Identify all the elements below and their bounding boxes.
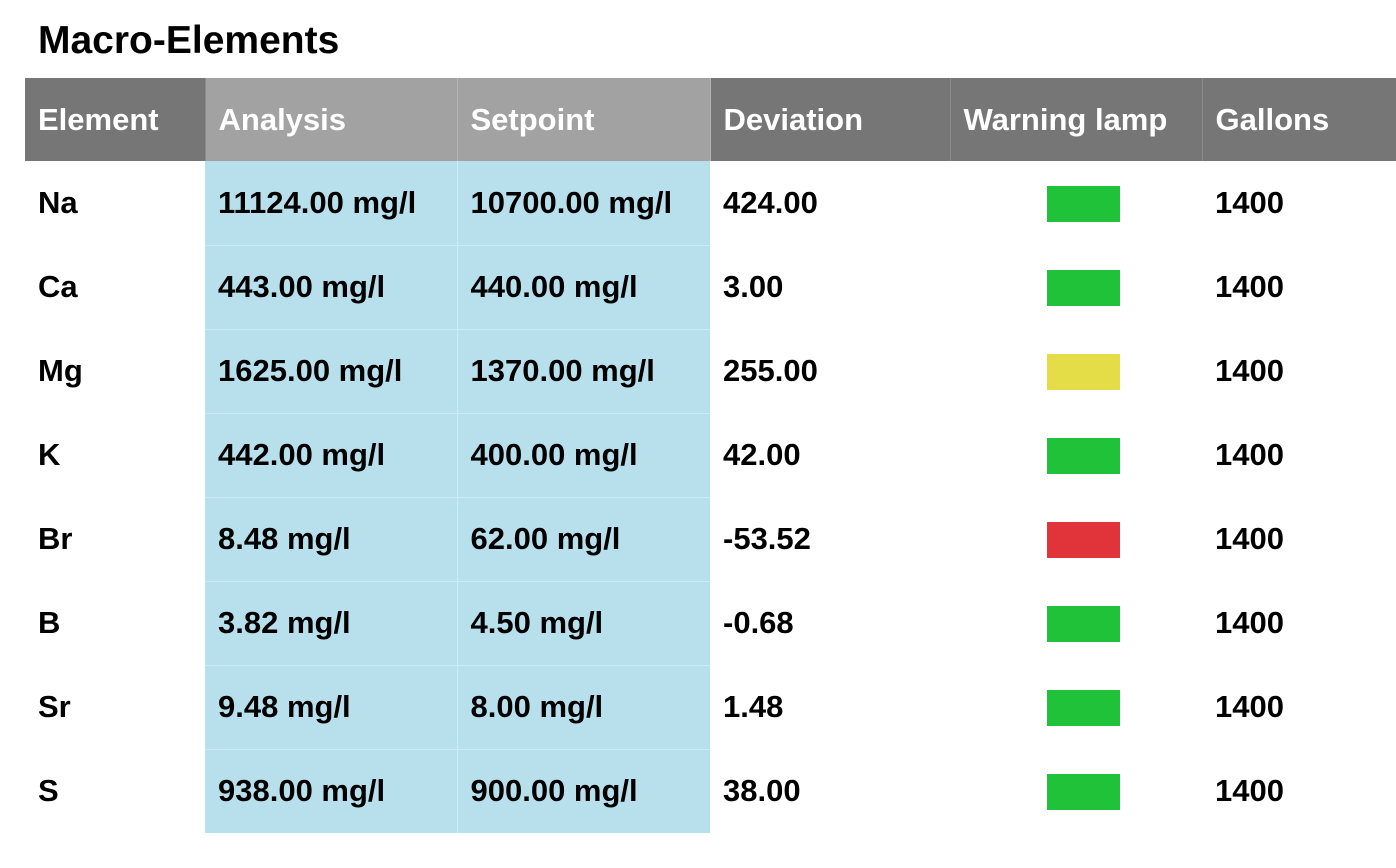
cell-gallons: 1400 <box>1215 773 1284 808</box>
table-header-row: Element Analysis Setpoint Deviation Warn… <box>25 78 1396 161</box>
cell-deviation: 42.00 <box>723 437 801 472</box>
cell-setpoint: 4.50 mg/l <box>457 581 710 666</box>
warning-lamp-indicator <box>1046 689 1120 726</box>
cell-analysis: 1625.00 mg/l <box>205 329 458 414</box>
header-warning-lamp[interactable]: Warning lamp <box>950 78 1203 161</box>
table-row: B 3.82 mg/l 4.50 mg/l -0.68 1400 <box>25 581 1396 666</box>
cell-element: Mg <box>38 353 83 388</box>
header-gallons[interactable]: Gallons <box>1202 78 1396 161</box>
header-element[interactable]: Element <box>25 78 206 161</box>
cell-gallons: 1400 <box>1215 437 1284 472</box>
cell-analysis: 442.00 mg/l <box>205 413 458 498</box>
cell-analysis: 11124.00 mg/l <box>205 161 458 246</box>
cell-element: S <box>38 773 59 808</box>
cell-element: Na <box>38 185 78 220</box>
table-row: Ca 443.00 mg/l 440.00 mg/l 3.00 1400 <box>25 245 1396 330</box>
warning-lamp-indicator <box>1046 353 1120 390</box>
cell-setpoint: 900.00 mg/l <box>457 749 710 833</box>
warning-lamp-indicator <box>1046 269 1120 306</box>
table-row: Sr 9.48 mg/l 8.00 mg/l 1.48 1400 <box>25 665 1396 750</box>
table-row: Br 8.48 mg/l 62.00 mg/l -53.52 1400 <box>25 497 1396 582</box>
table-row: Na 11124.00 mg/l 10700.00 mg/l 424.00 14… <box>25 161 1396 246</box>
cell-setpoint: 62.00 mg/l <box>457 497 710 582</box>
cell-gallons: 1400 <box>1215 521 1284 556</box>
header-analysis[interactable]: Analysis <box>205 78 458 161</box>
cell-warning-lamp <box>950 161 1202 245</box>
cell-deviation: -0.68 <box>723 605 794 640</box>
warning-lamp-indicator <box>1046 437 1120 474</box>
cell-deviation: 38.00 <box>723 773 801 808</box>
cell-deviation: 424.00 <box>723 185 818 220</box>
cell-deviation: 1.48 <box>723 689 784 724</box>
table-row: Mg 1625.00 mg/l 1370.00 mg/l 255.00 1400 <box>25 329 1396 414</box>
cell-analysis: 9.48 mg/l <box>205 665 458 750</box>
warning-lamp-indicator <box>1046 185 1120 222</box>
cell-setpoint: 400.00 mg/l <box>457 413 710 498</box>
cell-warning-lamp <box>950 329 1202 413</box>
cell-analysis: 938.00 mg/l <box>205 749 458 833</box>
cell-setpoint: 440.00 mg/l <box>457 245 710 330</box>
cell-warning-lamp <box>950 497 1202 581</box>
cell-warning-lamp <box>950 581 1202 665</box>
cell-setpoint: 1370.00 mg/l <box>457 329 710 414</box>
table-row: S 938.00 mg/l 900.00 mg/l 38.00 1400 <box>25 749 1396 833</box>
warning-lamp-indicator <box>1046 605 1120 642</box>
cell-deviation: 3.00 <box>723 269 784 304</box>
table-row: K 442.00 mg/l 400.00 mg/l 42.00 1400 <box>25 413 1396 498</box>
cell-warning-lamp <box>950 245 1202 329</box>
header-setpoint[interactable]: Setpoint <box>457 78 711 161</box>
cell-gallons: 1400 <box>1215 689 1284 724</box>
header-deviation[interactable]: Deviation <box>710 78 951 161</box>
cell-setpoint: 10700.00 mg/l <box>457 161 710 246</box>
cell-deviation: -53.52 <box>723 521 811 556</box>
cell-analysis: 443.00 mg/l <box>205 245 458 330</box>
cell-deviation: 255.00 <box>723 353 818 388</box>
macro-elements-table: Element Analysis Setpoint Deviation Warn… <box>25 78 1396 833</box>
cell-analysis: 3.82 mg/l <box>205 581 458 666</box>
cell-element: Ca <box>38 269 78 304</box>
cell-warning-lamp <box>950 413 1202 497</box>
cell-warning-lamp <box>950 665 1202 749</box>
cell-element: Br <box>38 521 73 556</box>
cell-element: B <box>38 605 61 640</box>
cell-warning-lamp <box>950 749 1202 833</box>
cell-analysis: 8.48 mg/l <box>205 497 458 582</box>
cell-setpoint: 8.00 mg/l <box>457 665 710 750</box>
cell-gallons: 1400 <box>1215 269 1284 304</box>
cell-gallons: 1400 <box>1215 605 1284 640</box>
cell-gallons: 1400 <box>1215 185 1284 220</box>
warning-lamp-indicator <box>1046 521 1120 558</box>
cell-element: K <box>38 437 61 472</box>
cell-gallons: 1400 <box>1215 353 1284 388</box>
page-title: Macro-Elements <box>38 19 340 62</box>
cell-element: Sr <box>38 689 71 724</box>
warning-lamp-indicator <box>1046 773 1120 810</box>
